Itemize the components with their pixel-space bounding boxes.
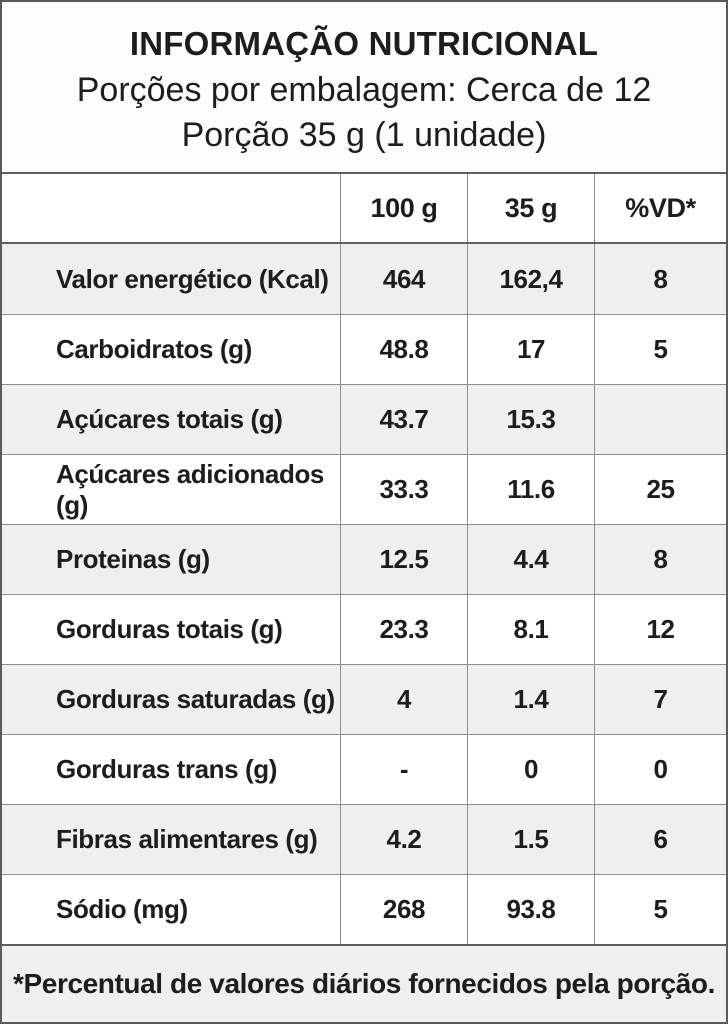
table-row-energy: Valor energético (Kcal) 464 162,4 8 [2,244,726,314]
table-row-sodium: Sódio (mg) 268 93.8 5 [2,874,726,944]
value-per-35g: 15.3 [467,385,594,454]
value-per-100g: 464 [340,244,467,314]
column-header-row: 100 g 35 g %VD* [2,174,726,244]
table-row-total-sugars: Açúcares totais (g) 43.7 15.3 [2,384,726,454]
value-per-100g: 23.3 [340,595,467,664]
column-header-35g: 35 g [467,174,594,242]
value-per-100g: 43.7 [340,385,467,454]
row-label: Açúcares adicionados (g) [56,458,324,520]
value-dv: 5 [594,875,726,944]
table-row-dietary-fiber: Fibras alimentares (g) 4.2 1.5 6 [2,804,726,874]
value-dv: 0 [594,735,726,804]
row-label: Proteinas (g) [56,544,210,574]
table-header: INFORMAÇÃO NUTRICIONAL Porções por embal… [2,2,726,174]
row-label: Gorduras saturadas (g) [56,684,335,714]
value-dv: 5 [594,315,726,384]
value-per-100g: - [340,735,467,804]
servings-per-package: Porções por embalagem: Cerca de 12 [76,71,652,109]
value-dv: 12 [594,595,726,664]
value-dv: 7 [594,665,726,734]
row-label: Açúcares totais (g) [56,404,283,434]
table-row-proteins: Proteinas (g) 12.5 4.4 8 [2,524,726,594]
value-per-35g: 0 [467,735,594,804]
table-row-added-sugars: Açúcares adicionados (g) 33.3 11.6 25 [2,454,726,524]
value-per-35g: 1.4 [467,665,594,734]
value-dv [594,385,726,454]
value-dv: 25 [594,455,726,524]
table-row-saturated-fats: Gorduras saturadas (g) 4 1.4 7 [2,664,726,734]
value-per-35g: 4.4 [467,525,594,594]
row-label: Gorduras totais (g) [56,614,283,644]
row-label: Fibras alimentares (g) [56,824,318,854]
value-per-100g: 12.5 [340,525,467,594]
column-header-100g: 100 g [340,174,467,242]
value-dv: 8 [594,525,726,594]
value-per-35g: 93.8 [467,875,594,944]
row-label: Sódio (mg) [56,894,188,924]
column-header-dv: %VD* [594,174,726,242]
value-per-35g: 162,4 [467,244,594,314]
daily-value-footnote: *Percentual de valores diários fornecido… [2,944,726,1022]
table-row-trans-fats: Gorduras trans (g) - 0 0 [2,734,726,804]
portion-size: Porção 35 g (1 unidade) [181,116,547,154]
row-label: Valor energético (Kcal) [56,263,329,294]
value-per-100g: 4 [340,665,467,734]
value-dv: 8 [594,244,726,314]
row-label: Gorduras trans (g) [56,754,278,784]
table-title: INFORMAÇÃO NUTRICIONAL [129,25,599,62]
column-header-blank [2,174,340,242]
value-per-100g: 4.2 [340,805,467,874]
value-per-100g: 48.8 [340,315,467,384]
table-row-carbohydrates: Carboidratos (g) 48.8 17 5 [2,314,726,384]
value-per-35g: 8.1 [467,595,594,664]
value-per-35g: 11.6 [467,455,594,524]
table-row-total-fats: Gorduras totais (g) 23.3 8.1 12 [2,594,726,664]
value-per-100g: 268 [340,875,467,944]
value-per-35g: 1.5 [467,805,594,874]
value-per-35g: 17 [467,315,594,384]
value-per-100g: 33.3 [340,455,467,524]
value-dv: 6 [594,805,726,874]
row-label: Carboidratos (g) [56,334,252,364]
